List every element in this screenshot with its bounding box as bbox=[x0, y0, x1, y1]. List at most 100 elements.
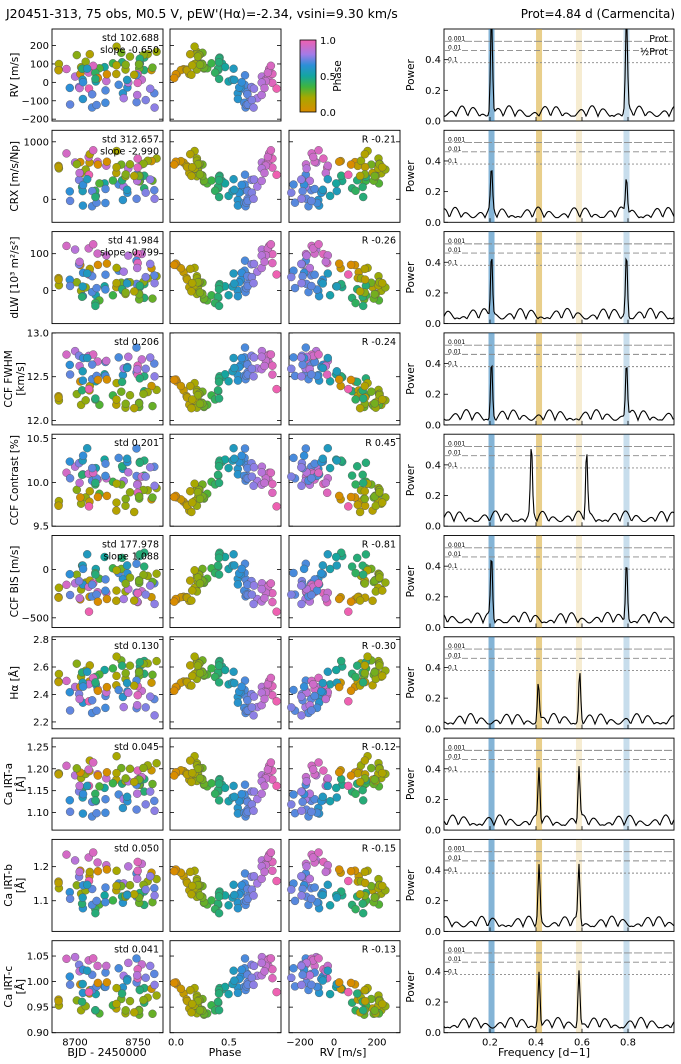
data-point bbox=[307, 196, 316, 206]
data-point bbox=[141, 885, 150, 894]
data-point bbox=[185, 50, 195, 59]
data-point bbox=[102, 594, 112, 604]
data-point bbox=[213, 997, 223, 1006]
row-ylabel: CCF Contrast [%] bbox=[9, 435, 21, 525]
data-point bbox=[112, 652, 121, 661]
data-point bbox=[185, 381, 195, 391]
data-point bbox=[84, 502, 94, 511]
data-point bbox=[257, 176, 266, 186]
data-point bbox=[207, 176, 216, 185]
data-point bbox=[87, 696, 97, 705]
data-point bbox=[134, 492, 144, 501]
data-point bbox=[351, 672, 360, 682]
corr-label: R -0.13 bbox=[362, 945, 396, 956]
prot-band bbox=[623, 332, 630, 425]
power-curve bbox=[443, 28, 675, 118]
scatter-axes bbox=[288, 737, 401, 831]
data-point bbox=[152, 47, 161, 56]
data-point bbox=[240, 954, 250, 963]
data-point bbox=[214, 394, 224, 403]
data-point bbox=[355, 777, 365, 787]
data-point bbox=[185, 576, 195, 585]
y-tick-label: 1.15 bbox=[27, 786, 49, 797]
data-point bbox=[229, 353, 238, 363]
data-point bbox=[187, 999, 197, 1009]
freq-xlabel: Frequency [d−1] bbox=[498, 1046, 590, 1059]
data-point bbox=[314, 468, 323, 477]
data-point bbox=[124, 958, 133, 968]
data-point bbox=[169, 867, 179, 876]
power-curve bbox=[443, 257, 675, 321]
data-point bbox=[344, 781, 353, 791]
data-point bbox=[54, 770, 63, 779]
y-tick-label: 2.8 bbox=[33, 635, 49, 646]
data-point bbox=[272, 876, 281, 886]
data-point bbox=[360, 756, 369, 765]
scatter-axes bbox=[169, 535, 282, 628]
data-point bbox=[353, 661, 362, 670]
data-point bbox=[91, 74, 100, 84]
power-tick-label: 0.0 bbox=[425, 724, 441, 735]
data-point bbox=[287, 188, 296, 197]
data-point bbox=[132, 805, 141, 814]
data-point bbox=[298, 186, 307, 196]
scatter-axes bbox=[51, 129, 164, 223]
data-point bbox=[124, 352, 133, 361]
data-point bbox=[54, 593, 63, 602]
data-point bbox=[249, 599, 258, 609]
row-ylabel: Ca IRT-c bbox=[3, 966, 15, 1008]
data-point bbox=[108, 779, 118, 788]
data-point bbox=[122, 185, 132, 195]
data-point bbox=[102, 961, 111, 971]
power-tick-label: 0.0 bbox=[425, 826, 441, 837]
data-point bbox=[114, 685, 123, 695]
data-point bbox=[370, 171, 379, 181]
data-point bbox=[72, 764, 82, 773]
data-point bbox=[260, 867, 269, 877]
power-curve bbox=[443, 863, 675, 929]
fap-label: 0.01 bbox=[448, 450, 462, 457]
data-point bbox=[290, 283, 300, 293]
data-point bbox=[193, 391, 203, 400]
data-point bbox=[108, 664, 118, 673]
data-point bbox=[93, 686, 103, 695]
data-point bbox=[287, 800, 296, 809]
std-label: std 0.045 bbox=[114, 742, 159, 753]
data-point bbox=[301, 444, 310, 453]
fap-label: 0.001 bbox=[448, 440, 465, 447]
indicator-row: Ca IRT-b [Å] 1.2 1.1 std 0.050 R -0.15 0.001 0.… bbox=[3, 838, 675, 938]
data-point bbox=[214, 192, 224, 202]
scatter-axes bbox=[288, 838, 401, 932]
data-point bbox=[190, 479, 199, 488]
data-point bbox=[102, 768, 112, 777]
data-point bbox=[297, 372, 306, 381]
data-point bbox=[268, 361, 277, 370]
data-point bbox=[195, 399, 205, 408]
data-point bbox=[101, 98, 110, 108]
data-point bbox=[150, 194, 159, 204]
data-point bbox=[272, 384, 281, 394]
data-point bbox=[150, 711, 159, 720]
corr-label: R -0.15 bbox=[362, 843, 396, 854]
std-label: std 102.688 bbox=[102, 33, 159, 44]
data-point bbox=[91, 570, 100, 579]
data-point bbox=[214, 553, 224, 563]
data-point bbox=[101, 198, 110, 208]
data-point bbox=[272, 170, 281, 180]
fap-label: 0.001 bbox=[448, 137, 465, 144]
data-point bbox=[169, 686, 179, 695]
data-point bbox=[321, 694, 330, 704]
data-point bbox=[314, 579, 323, 588]
data-point bbox=[289, 568, 298, 578]
rv-tick-label: 0 bbox=[331, 1038, 337, 1049]
data-point bbox=[249, 980, 258, 990]
power-tick-label: 0.4 bbox=[425, 359, 441, 370]
scatter-axes bbox=[169, 940, 282, 1034]
data-point bbox=[243, 696, 252, 705]
data-point bbox=[65, 688, 75, 697]
power-tick-label: 0.2 bbox=[425, 998, 441, 1009]
data-point bbox=[233, 698, 243, 707]
power-tick-label: 0.4 bbox=[425, 460, 441, 471]
data-point bbox=[290, 198, 300, 207]
data-point bbox=[237, 789, 246, 799]
